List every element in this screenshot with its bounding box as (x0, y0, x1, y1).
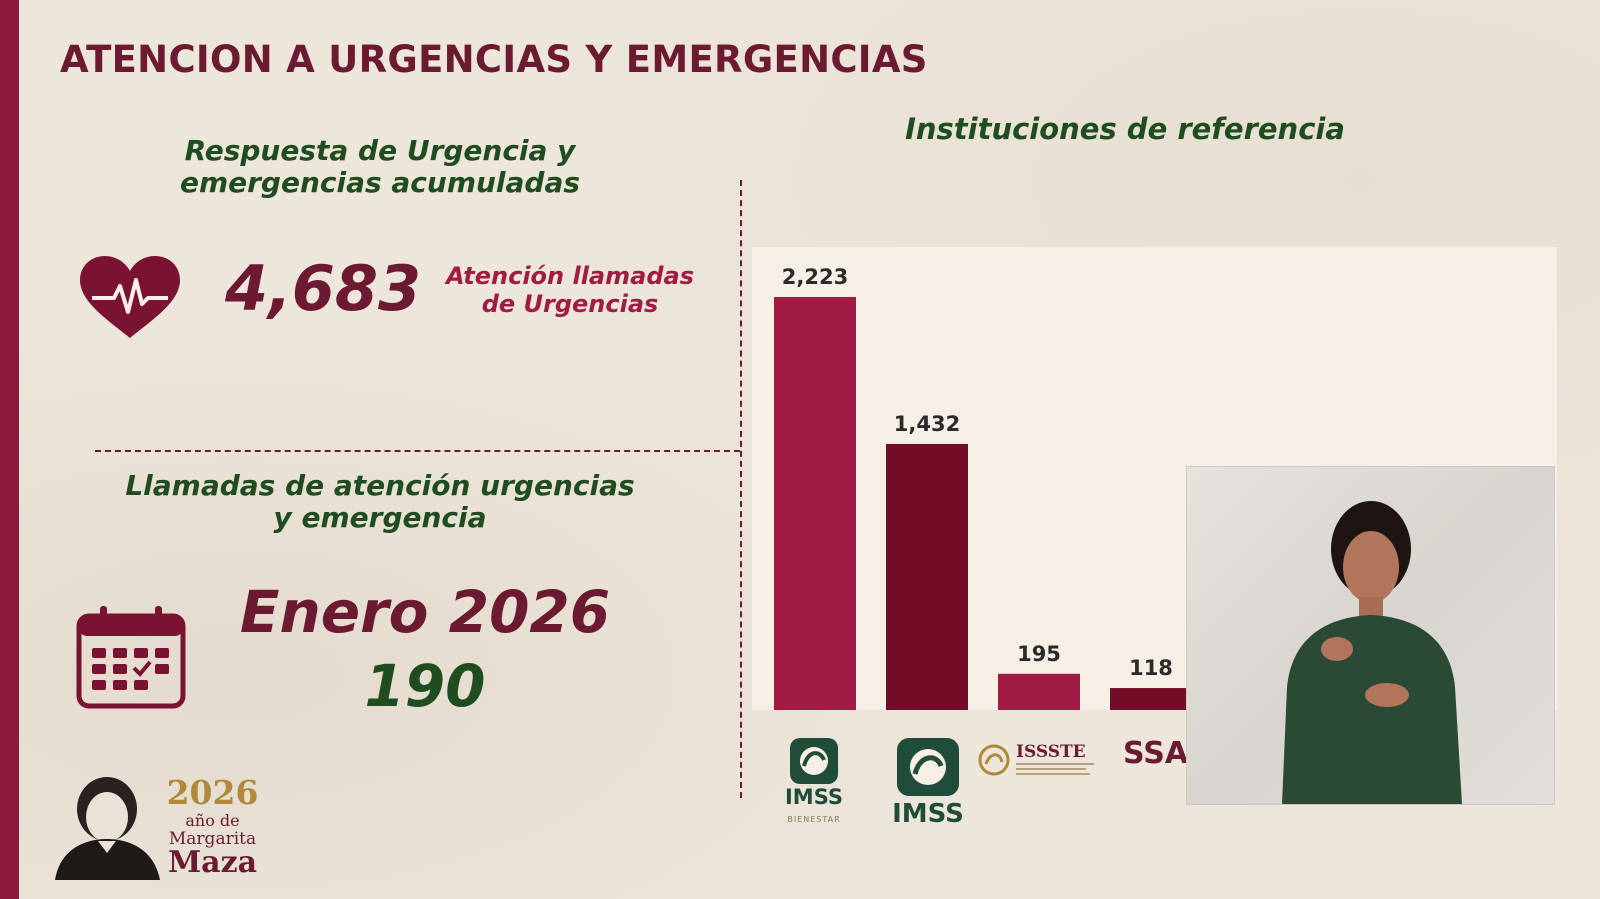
month-label: Enero 2026 (239, 578, 611, 646)
bar-imss-bienestar (774, 297, 856, 710)
accumulated-label-line1: Atención llamadas (446, 262, 694, 290)
page-title: ATENCION A URGENCIAS Y EMERGENCIAS (60, 38, 928, 81)
ssa-logo: SSA (1123, 736, 1189, 771)
badge-line3: Maza (167, 845, 258, 880)
accumulated-section-title: Respuesta de Urgencia y emergencias acum… (179, 134, 581, 199)
imss-bienestar-logo-sub: BIENESTAR (787, 815, 840, 824)
bar-value-label: 2,223 (782, 265, 848, 289)
bar-value-label: 1,432 (894, 412, 960, 436)
heart-pulse-icon (80, 256, 180, 338)
sign-language-interpreter-video (1186, 466, 1555, 805)
bar-imss (886, 443, 968, 710)
monthly-title-line2: y emergencia (273, 501, 487, 534)
horizontal-divider (95, 450, 740, 452)
bar-issste (998, 673, 1080, 710)
issste-logo-text: ISSSTE (1016, 742, 1086, 762)
margarita-maza-portrait (55, 777, 160, 880)
imss-logo-text: IMSS (893, 799, 963, 826)
chart-title: Instituciones de referencia (905, 112, 1345, 146)
bar-chart: 2,223 1,432 195 118 (774, 265, 1192, 710)
bar-ssa (1110, 688, 1192, 710)
bar-value-label: 195 (1017, 642, 1061, 666)
calendar-check-icon (76, 606, 186, 709)
imss-bienestar-logo: IMSS BIENESTAR (785, 738, 843, 824)
monthly-title-line1: Llamadas de atención urgencias (125, 469, 635, 502)
imss-logo: IMSS (893, 738, 963, 826)
vertical-divider (740, 180, 742, 798)
badge-line1: año de (185, 811, 240, 830)
left-accent-bar (0, 0, 19, 899)
badge-line2: Margarita (168, 829, 257, 849)
accumulated-label-line2: de Urgencias (481, 290, 659, 318)
accumulated-label: Atención llamadas de Urgencias (445, 262, 695, 318)
imss-bienestar-logo-text: IMSS (785, 785, 843, 809)
badge-year: 2026 (166, 773, 259, 812)
monthly-section-title: Llamadas de atención urgencias y emergen… (100, 470, 660, 534)
interpreter-figure (1282, 501, 1462, 804)
bar-value-label: 118 (1129, 656, 1173, 680)
month-value: 190 (364, 652, 486, 720)
issste-logo: ISSSTE (978, 742, 1094, 776)
accumulated-value: 4,683 (225, 252, 422, 325)
